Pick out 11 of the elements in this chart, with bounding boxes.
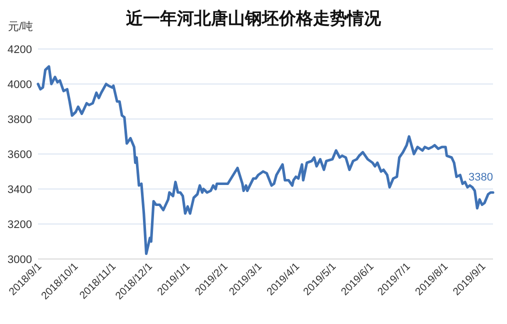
y-tick-label: 4000 — [8, 79, 32, 91]
chart-title: 近一年河北唐山钢坯价格走势情况 — [125, 9, 382, 28]
y-tick-label: 3200 — [8, 219, 32, 231]
y-tick-label: 3400 — [8, 184, 32, 196]
y-tick-label: 4200 — [8, 44, 32, 56]
line-series — [36, 65, 494, 256]
annotation: 3380 — [468, 172, 493, 184]
y-tick-label: 3000 — [8, 254, 32, 266]
y-axis-title: 元/吨 — [8, 20, 34, 33]
y-tick-label: 3600 — [8, 149, 32, 161]
y-tick-label: 3800 — [8, 114, 32, 126]
